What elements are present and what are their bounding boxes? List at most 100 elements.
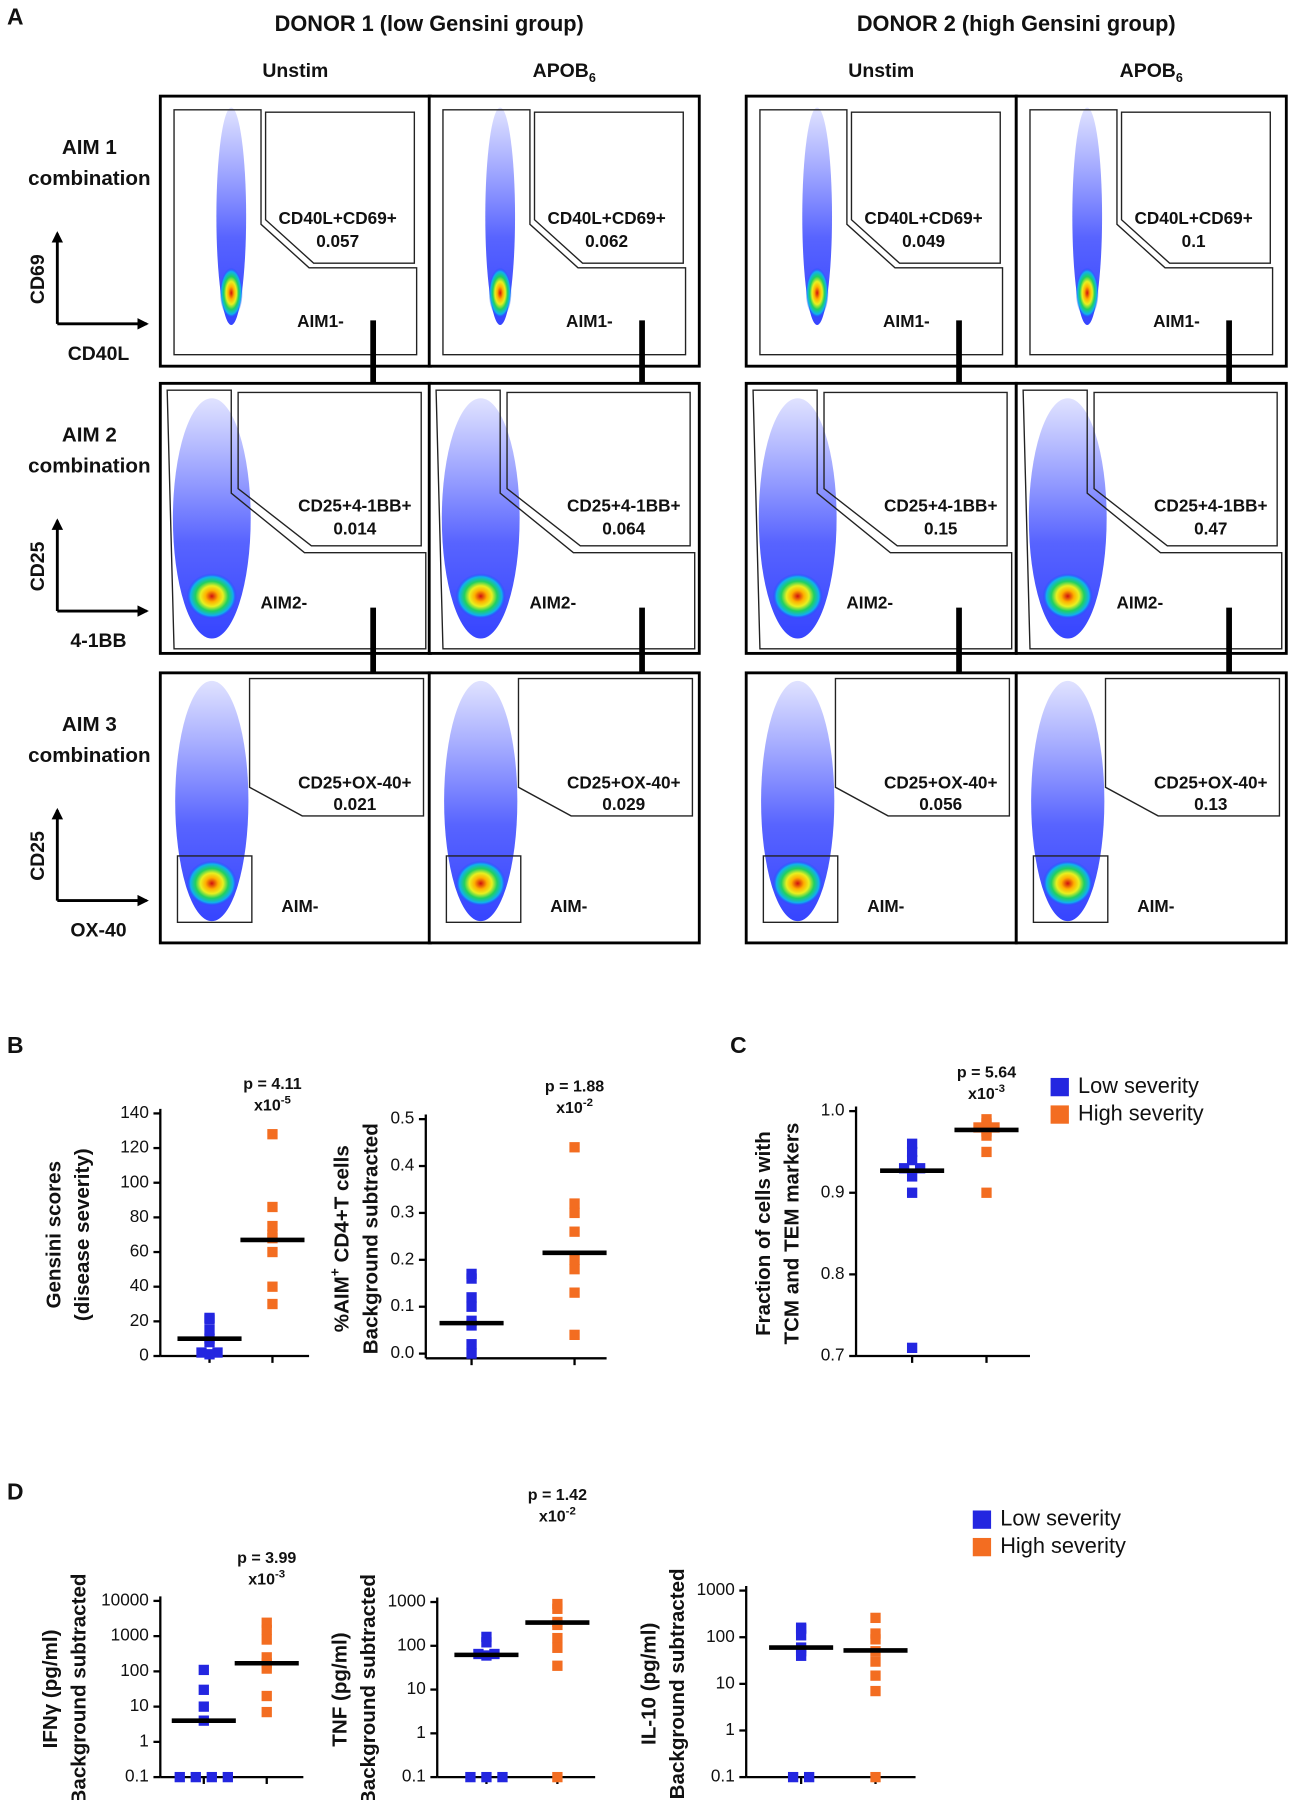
gate [533, 111, 684, 264]
data-point [906, 1187, 918, 1198]
data-point [481, 1771, 492, 1783]
gate-label: CD25+4-1BB+ [1154, 495, 1267, 515]
gate [823, 391, 1008, 547]
data-point [981, 1187, 992, 1198]
data-point [206, 1771, 217, 1783]
y-tick-label: 140 [120, 1102, 149, 1122]
data-point [222, 1771, 233, 1783]
gate-label: CD40L+CD69+ [1134, 208, 1252, 228]
text-part: x10 [556, 1099, 583, 1117]
text-part: x10 [968, 1085, 995, 1103]
data-point [196, 1347, 207, 1358]
data-point [870, 1685, 881, 1697]
data-point [914, 1163, 926, 1174]
data-point [981, 1146, 992, 1158]
data-point [906, 1171, 918, 1182]
gate-label: CD25+OX-40+ [1154, 772, 1267, 792]
data-point [569, 1254, 580, 1265]
y-axis-label: TCM and TEM markers [781, 1123, 804, 1345]
y-tick-label: 0.4 [390, 1155, 414, 1175]
p-value-exponent: x10-2 [556, 1097, 593, 1117]
donor-title: DONOR 2 (high Gensini group) [857, 11, 1176, 36]
y-tick-label: 20 [130, 1310, 149, 1330]
data-point [466, 1339, 477, 1350]
y-tick-label: 60 [130, 1241, 149, 1261]
condition-label: APOB6 [533, 60, 596, 85]
data-point [973, 1122, 984, 1133]
negative-label: AIM1- [566, 311, 613, 331]
y-tick-label: 0.0 [390, 1342, 414, 1362]
gate [248, 677, 425, 817]
gate [435, 389, 696, 650]
data-point [569, 1142, 580, 1153]
data-point [569, 1264, 580, 1275]
cell-cloud [175, 680, 249, 922]
cell-core [1042, 573, 1093, 620]
data-point [261, 1663, 272, 1674]
cell-cloud [1072, 107, 1103, 325]
panel-label: D [7, 1478, 24, 1504]
y-axis-label: TNF (pg/ml) [329, 1632, 352, 1746]
plot-frame [158, 94, 432, 368]
y-axis-label: (disease severity) [71, 1148, 94, 1321]
data-point [466, 1348, 477, 1359]
data-point [267, 1246, 278, 1258]
gate-value: 0.062 [585, 231, 628, 251]
gate [834, 677, 1011, 817]
panel-label: C [730, 1032, 747, 1058]
data-point [569, 1207, 580, 1219]
text-part: -2 [566, 1505, 576, 1517]
data-point [552, 1603, 563, 1614]
data-point [261, 1652, 272, 1663]
negative-label: AIM- [867, 896, 904, 916]
condition-label: APOB6 [1120, 60, 1183, 85]
y-tick-label: 1000 [111, 1625, 149, 1645]
gate-value: 0.014 [333, 518, 376, 538]
gate [264, 111, 416, 264]
p-value: p = 5.64 [957, 1064, 1016, 1082]
negative-label: AIM1- [883, 311, 930, 331]
y-marker-label: CD69 [27, 254, 49, 304]
gate-value: 0.13 [1194, 794, 1227, 814]
text-part: 6 [589, 71, 596, 85]
gate [237, 391, 422, 547]
legend-swatch [1050, 1077, 1069, 1097]
gate-value: 0.15 [924, 518, 958, 538]
p-value: p = 3.99 [237, 1549, 296, 1567]
data-point [787, 1771, 799, 1783]
data-point [204, 1336, 215, 1348]
gate [445, 855, 522, 924]
cell-cloud [1031, 680, 1105, 922]
y-tick-label: 100 [120, 1171, 149, 1191]
data-point [174, 1771, 185, 1783]
gate-value: 0.1 [1182, 231, 1206, 251]
cell-core [186, 860, 237, 907]
row-label: combination [28, 744, 150, 767]
gate-value: 0.057 [316, 231, 359, 251]
text-part: %AIM [331, 1276, 354, 1332]
text-part: CD4+T cells [331, 1145, 354, 1268]
negative-label: AIM2- [261, 593, 308, 613]
p-value: p = 1.42 [528, 1486, 587, 1504]
data-point [552, 1642, 563, 1653]
cell-core [219, 267, 243, 319]
condition-label: Unstim [262, 60, 328, 82]
text-part: + [328, 1268, 343, 1276]
data-point [261, 1624, 272, 1636]
y-tick-label: 1000 [388, 1591, 426, 1611]
y-tick-label: 1.0 [821, 1100, 845, 1120]
data-point [552, 1619, 563, 1631]
row-label: AIM 1 [62, 136, 117, 159]
data-point [198, 1701, 209, 1712]
data-point [870, 1656, 881, 1667]
data-point [261, 1706, 272, 1718]
y-tick-label: 10 [716, 1672, 735, 1692]
data-point [981, 1118, 992, 1129]
gate [1022, 389, 1283, 650]
p-value: p = 4.11 [243, 1075, 301, 1093]
cell-cloud [761, 680, 835, 922]
y-tick-label: 0.7 [821, 1345, 845, 1365]
data-point [870, 1670, 881, 1681]
data-point [212, 1347, 223, 1358]
